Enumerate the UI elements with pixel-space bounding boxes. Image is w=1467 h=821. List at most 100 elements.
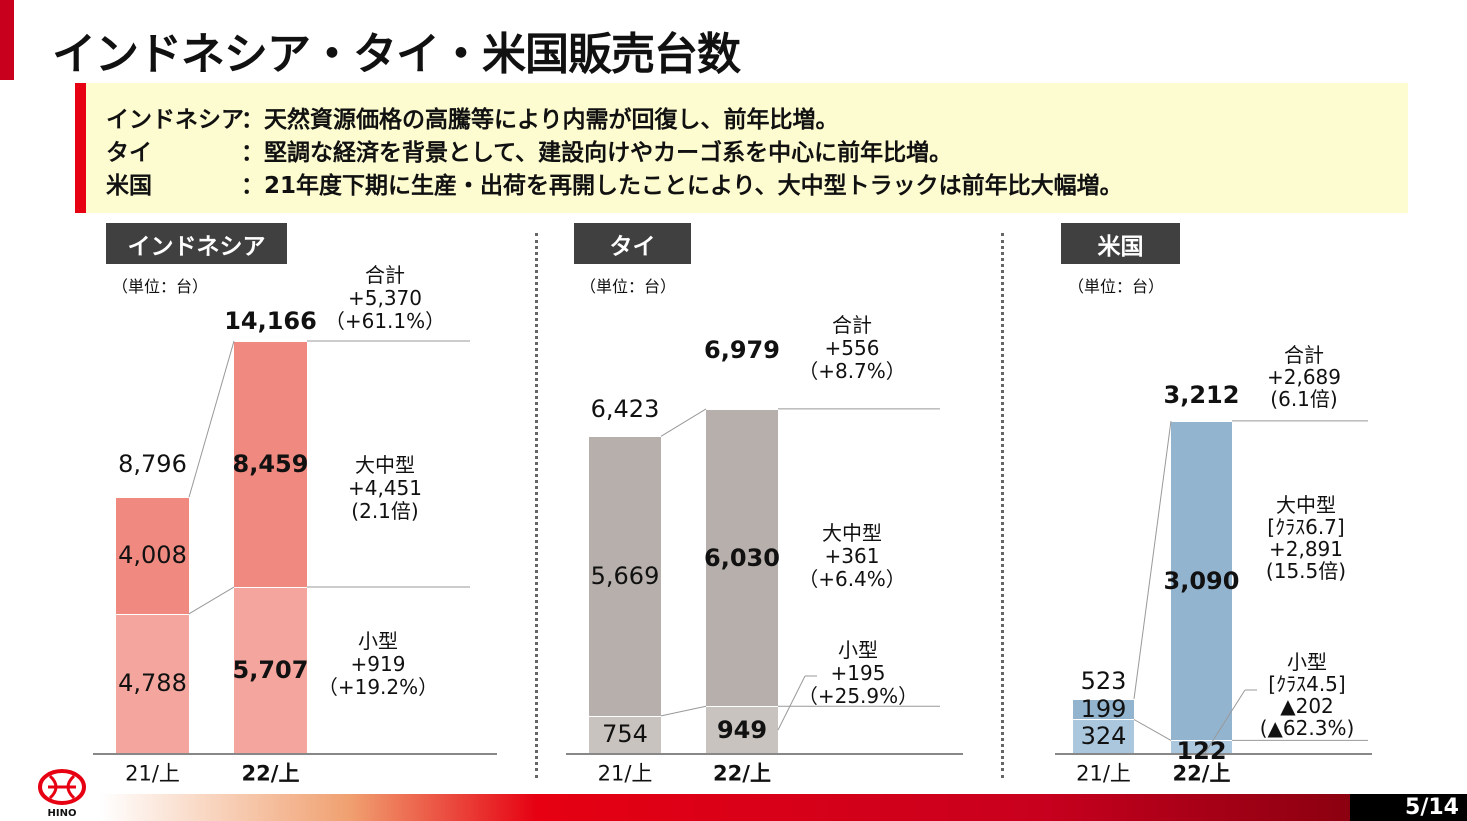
x-tick-label: 21/上 — [125, 761, 180, 786]
annotation-large: 大中型 — [1276, 493, 1336, 517]
summary-text: ：21年度下期に生産・出荷を再開したことにより、大中型トラックは前年比大幅増。 — [241, 173, 1123, 199]
data-label: 8,459 — [232, 449, 309, 478]
summary-line: 米国 ：21年度下期に生産・出荷を再開したことにより、大中型トラックは前年比大幅増… — [106, 166, 1123, 200]
summary-country: インドネシア — [106, 107, 244, 133]
annotation-total: 合計 — [365, 263, 405, 287]
panel-title-tab: インドネシア — [106, 223, 287, 264]
bar-segment — [706, 408, 778, 707]
annotation-large: +2,891 — [1268, 537, 1344, 561]
annotation-large: 大中型 — [822, 521, 882, 545]
panel-title-tab: タイ — [574, 223, 691, 264]
panel-divider — [1001, 233, 1004, 778]
data-label: 199 — [1080, 695, 1127, 724]
annotation-small: +919 — [350, 652, 406, 676]
summary-line: タイ ：堅調な経済を背景として、建設向けやカーゴ系を中心に前年比増。 — [106, 133, 952, 167]
x-axis-line — [1055, 753, 1372, 755]
data-label: 4,008 — [118, 541, 187, 570]
panel-divider — [535, 233, 538, 778]
annotation-large: 大中型 — [355, 453, 415, 477]
x-tick-label: 21/上 — [1076, 761, 1131, 786]
data-label: 754 — [602, 720, 648, 749]
annotation-small: （+25.9%） — [797, 684, 919, 708]
svg-text:HINO: HINO — [48, 808, 77, 818]
x-tick-label: 22/上 — [713, 761, 771, 786]
data-label: 4,788 — [118, 669, 187, 698]
footer-bar — [100, 794, 1350, 821]
summary-box: インドネシア：天然資源価格の高騰等により内需が回復し、前年比増。 タイ ：堅調な経… — [75, 83, 1408, 213]
leader-line — [777, 675, 806, 731]
panel-title-tab: 米国 — [1061, 223, 1180, 264]
page-title: インドネシア・タイ・米国販売台数 — [52, 29, 741, 80]
x-axis-line — [566, 753, 963, 755]
total-label: 14,166 — [224, 306, 317, 335]
total-label: 523 — [1080, 666, 1127, 695]
annotation-large: +361 — [824, 544, 880, 568]
total-label: 6,423 — [590, 394, 660, 423]
bar-segment — [589, 715, 661, 753]
page-number: 5/14 — [1350, 794, 1467, 821]
bar-segment — [589, 436, 661, 716]
annotation-small: +195 — [830, 661, 886, 685]
annotation-total: (6.1倍) — [1270, 387, 1338, 411]
summary-text: ：天然資源価格の高騰等により内需が回復し、前年比増。 — [241, 107, 839, 133]
unit-label: （単位：台） — [112, 277, 209, 296]
bar-segment — [1073, 698, 1134, 720]
data-label: 324 — [1080, 722, 1127, 751]
accent-bar — [0, 0, 14, 80]
bar-segment — [234, 587, 307, 753]
total-connector — [188, 340, 235, 498]
total-connector — [660, 408, 707, 437]
segment-connector — [1133, 719, 1172, 741]
bar-segment — [1073, 719, 1134, 753]
segment-connector — [188, 586, 235, 615]
unit-label: （単位：台） — [1068, 277, 1165, 296]
leader-line — [1204, 689, 1246, 754]
total-connector — [1133, 420, 1172, 699]
annotation-total: 合計 — [1284, 343, 1324, 367]
data-label: 122 — [1176, 736, 1227, 765]
summary-text: ：堅調な経済を背景として、建設向けやカーゴ系を中心に前年比増。 — [241, 140, 953, 166]
bar-segment — [1171, 740, 1232, 753]
bar-segment — [116, 497, 189, 614]
annotation-large: （+6.4%） — [798, 567, 906, 591]
annotation-small: 小型 — [838, 638, 878, 662]
annotation-large: [ｸﾗｽ6.7] — [1267, 515, 1345, 539]
annotation-small: [ｸﾗｽ4.5] — [1268, 672, 1346, 696]
data-label: 5,707 — [232, 655, 309, 684]
total-label: 8,796 — [118, 449, 187, 478]
bar-segment — [116, 613, 189, 753]
annotation-small: （+19.2%） — [317, 675, 439, 699]
annotation-total: （+61.1%） — [324, 309, 446, 333]
annotation-total: +2,689 — [1266, 365, 1342, 389]
annotation-small: 小型 — [1287, 650, 1327, 674]
segment-connector — [660, 705, 707, 717]
annotation-total: 合計 — [832, 313, 872, 337]
total-label: 6,979 — [704, 335, 780, 364]
bar-segment — [706, 706, 778, 753]
data-label: 949 — [716, 715, 768, 744]
data-label: 5,669 — [590, 561, 660, 590]
annotation-total: +556 — [824, 336, 880, 360]
total-label: 3,212 — [1163, 380, 1240, 409]
unit-label: （単位：台） — [580, 277, 677, 296]
annotation-small: ▲202 — [1280, 694, 1334, 718]
annotation-large: (2.1倍) — [351, 499, 419, 523]
annotation-large: (15.5倍) — [1265, 559, 1347, 583]
summary-country: 米国 — [106, 173, 152, 199]
x-axis-line — [93, 753, 497, 755]
summary-line: インドネシア：天然資源価格の高騰等により内需が回復し、前年比増。 — [106, 100, 839, 134]
annotation-large: +4,451 — [347, 476, 423, 500]
annotation-small: 小型 — [358, 629, 398, 653]
bar-segment — [234, 341, 307, 588]
annotation-total: （+8.7%） — [798, 359, 906, 383]
x-tick-label: 21/上 — [597, 761, 653, 786]
hino-logo: HINO — [38, 769, 86, 818]
x-tick-label: 22/上 — [1172, 761, 1231, 786]
data-label: 6,030 — [704, 543, 780, 572]
x-tick-label: 22/上 — [241, 761, 300, 786]
annotation-total: +5,370 — [347, 286, 423, 310]
data-label: 3,090 — [1163, 566, 1240, 595]
annotation-small: (▲62.3%) — [1259, 716, 1355, 740]
summary-country: タイ — [106, 140, 152, 166]
